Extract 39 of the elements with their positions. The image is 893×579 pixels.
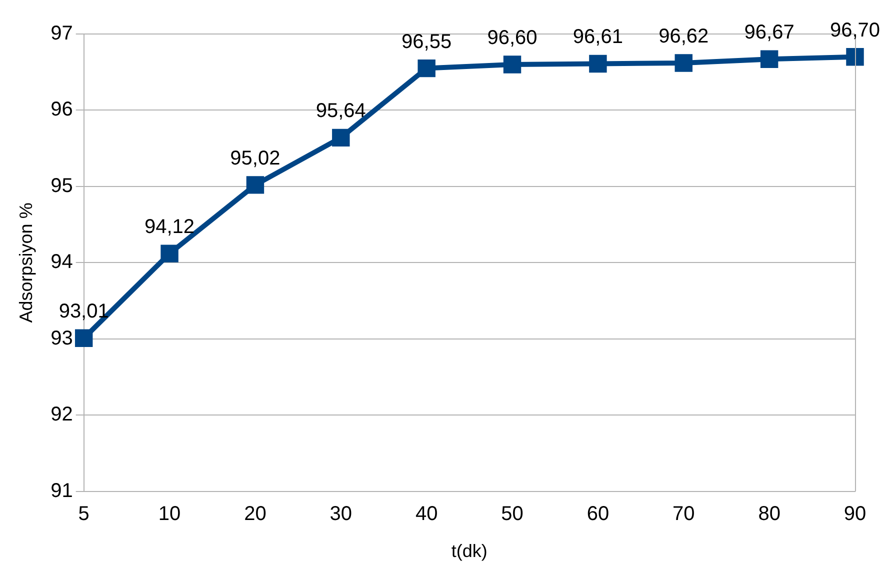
x-tick-label: 90 (844, 502, 866, 525)
x-tick-label: 70 (672, 502, 695, 525)
x-tick-label: 40 (415, 502, 438, 525)
data-label: 94,12 (144, 216, 195, 238)
x-tick-label: 30 (330, 502, 352, 525)
data-label: 96,60 (487, 27, 538, 50)
y-tick-label: 97 (50, 22, 73, 45)
point (246, 176, 264, 194)
point (674, 54, 692, 72)
y-tick-label: 95 (50, 174, 73, 197)
point (418, 59, 436, 78)
data-label: 96,61 (572, 26, 623, 48)
point (160, 244, 178, 262)
x-axis-title: t(dk) (451, 541, 488, 562)
data-label: 95,64 (316, 100, 366, 122)
data-label: 96,67 (744, 22, 794, 44)
point (332, 128, 350, 147)
y-tick-label: 91 (50, 480, 73, 502)
point (74, 329, 93, 348)
y-tick-label: 96 (50, 98, 73, 121)
x-tick-label: 20 (244, 502, 266, 525)
data-label: 96,62 (658, 25, 709, 48)
y-tick-label: 94 (50, 251, 73, 274)
y-tick-label: 92 (50, 404, 73, 426)
data-label: 93,01 (58, 300, 109, 323)
x-tick-label: 60 (586, 502, 610, 525)
x-tick-label: 5 (78, 502, 90, 525)
point (760, 50, 778, 68)
y-tick-label: 93 (50, 327, 73, 350)
y-axis-title: Adsorpsiyon % (16, 202, 36, 323)
x-tick-label: 50 (501, 502, 524, 525)
point (503, 56, 522, 74)
point (589, 54, 607, 73)
point (846, 48, 864, 66)
x-tick-label: 80 (758, 502, 780, 525)
x-tick-label: 10 (158, 502, 181, 525)
data-label: 96,55 (402, 30, 452, 53)
data-label: 96,70 (830, 19, 880, 42)
data-label: 95,02 (230, 147, 280, 170)
